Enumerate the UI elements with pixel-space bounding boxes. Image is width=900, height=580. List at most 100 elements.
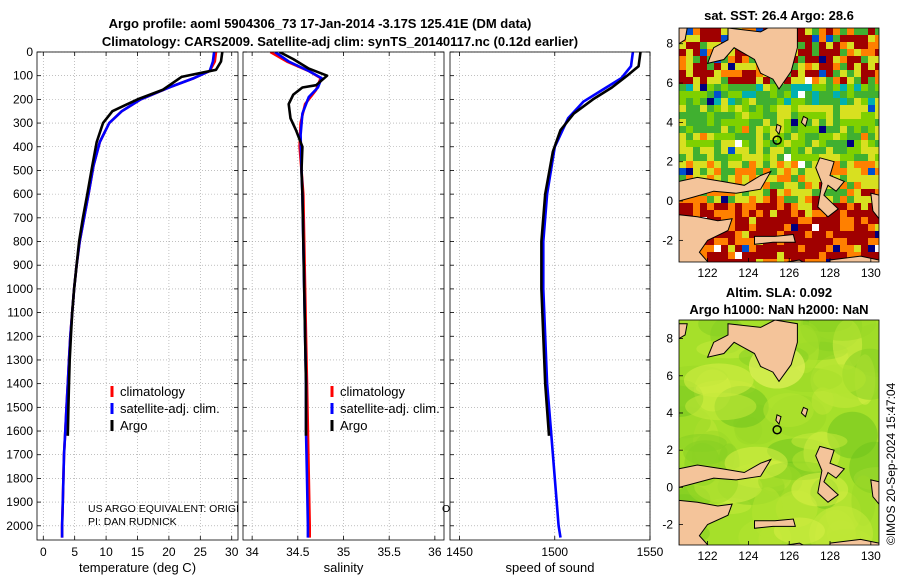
sst-cell — [798, 126, 806, 134]
sst-cell — [728, 112, 736, 120]
sst-cell — [735, 161, 743, 169]
sst-cell — [812, 91, 820, 99]
sst-cell — [707, 259, 715, 262]
sst-cell — [861, 35, 869, 43]
sst-cell — [861, 154, 869, 162]
sst-cell — [693, 112, 701, 120]
sst-cell — [742, 189, 750, 197]
sst-cell — [777, 119, 785, 127]
sst-cell — [798, 91, 806, 99]
sst-cell — [700, 70, 708, 78]
sst-cell — [742, 238, 750, 246]
sst-cell — [763, 98, 771, 106]
sst-cell — [861, 56, 869, 64]
sst-cell — [819, 42, 827, 50]
sst-cell — [742, 77, 750, 85]
x-tick-label: 124 — [738, 266, 758, 280]
land-mass — [706, 320, 798, 383]
sst-cell — [798, 140, 806, 148]
sst-cell — [805, 105, 813, 113]
profile-panel-sound_speed: 1450 1500 1550 speed of sound — [446, 51, 664, 575]
sst-cell — [707, 140, 715, 148]
sst-cell — [749, 196, 757, 204]
sst-cell — [868, 161, 876, 169]
sst-cell — [728, 63, 736, 71]
sst-cell — [819, 119, 827, 127]
sst-cell — [861, 189, 869, 197]
sst-cell — [812, 63, 820, 71]
sst-cell — [798, 42, 806, 50]
sst-cell — [679, 161, 687, 169]
sst-cell — [868, 140, 876, 148]
sst-cell — [784, 119, 792, 127]
y-tick-label: 400 — [13, 140, 33, 154]
sst-cell — [798, 28, 806, 36]
sst-cell — [784, 175, 792, 183]
sst-cell — [686, 91, 694, 99]
sla-blob — [679, 433, 727, 452]
sst-cell — [833, 119, 841, 127]
sst-cell — [735, 77, 743, 85]
sst-cell — [798, 147, 806, 155]
sst-cell — [812, 119, 820, 127]
sst-cell — [756, 252, 764, 260]
sst-cell — [854, 35, 862, 43]
sst-cell — [679, 154, 687, 162]
map-frame — [678, 319, 880, 546]
sst-cell — [721, 168, 729, 176]
sst-cell — [742, 133, 750, 141]
sst-cell — [714, 77, 722, 85]
sst-cell — [826, 77, 834, 85]
sst-cell — [861, 63, 869, 71]
sst-cell — [686, 112, 694, 120]
sst-cell — [868, 175, 876, 183]
sst-cell — [791, 70, 799, 78]
sst-cell — [777, 154, 785, 162]
sst-cell — [784, 210, 792, 218]
sst-cell — [833, 63, 841, 71]
sst-cell — [833, 133, 841, 141]
sst-cell — [756, 154, 764, 162]
sst-cell — [826, 63, 834, 71]
sst-cell — [847, 133, 855, 141]
x-tick-label: 130 — [861, 549, 881, 563]
sst-cell — [819, 154, 827, 162]
sst-cell — [791, 217, 799, 225]
y-tick-label: 1100 — [7, 306, 33, 320]
x-tick-label: 128 — [820, 549, 840, 563]
sst-cell — [777, 203, 785, 211]
sst-cell — [791, 224, 799, 232]
sst-cell — [812, 168, 820, 176]
sst-cell — [721, 77, 729, 85]
sst-cell — [812, 161, 820, 169]
sst-cell — [770, 231, 778, 239]
sst-cell — [854, 56, 862, 64]
sst-cell — [791, 210, 799, 218]
series-line-argo — [540, 52, 642, 436]
x-tick-label: 35.5 — [378, 545, 402, 559]
sst-cell — [721, 105, 729, 113]
y-tick-label: 2000 — [6, 519, 33, 533]
sst-cell — [854, 210, 862, 218]
sst-cell — [721, 210, 729, 218]
sst-cell — [798, 70, 806, 78]
sst-cell — [700, 168, 708, 176]
sst-cell — [805, 238, 813, 246]
sst-cell — [819, 140, 827, 148]
sst-cell — [728, 259, 736, 262]
sst-cell — [756, 196, 764, 204]
sst-cell — [805, 42, 813, 50]
sst-cell — [875, 70, 879, 78]
sst-cell — [735, 196, 743, 204]
sst-cell — [812, 84, 820, 92]
y-tick-label: 0 — [666, 194, 673, 208]
sst-cell — [679, 63, 687, 71]
sst-cell — [784, 105, 792, 113]
sst-cell — [728, 126, 736, 134]
sst-cell — [721, 98, 729, 106]
sst-cell — [770, 98, 778, 106]
sst-cell — [749, 70, 757, 78]
sst-cell — [770, 203, 778, 211]
sst-cell — [805, 203, 813, 211]
sst-cell — [707, 28, 715, 36]
